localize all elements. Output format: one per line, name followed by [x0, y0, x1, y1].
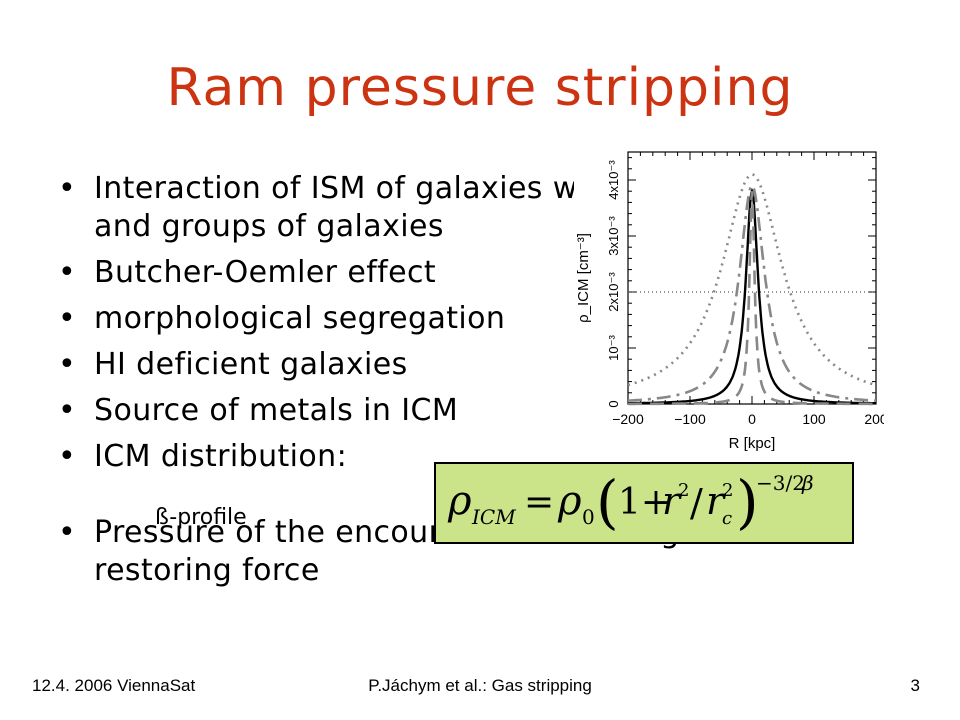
- x-tick-label: 0: [748, 411, 756, 427]
- svg-text:/: /: [690, 481, 703, 525]
- bullet-dot-icon: •: [58, 439, 77, 474]
- x-axis-label: R [kpc]: [729, 435, 776, 452]
- profile-curve-dotted: [627, 173, 877, 387]
- beta-profile-label: ß-profile: [155, 505, 247, 530]
- svg-text:(: (: [596, 468, 619, 536]
- bullet-item: • Source of metals in ICM: [58, 393, 459, 428]
- profile-curve-long-dash: [628, 191, 876, 406]
- bullet-list: • Interaction of ISM of galaxies with ICM…: [58, 170, 918, 598]
- bullet-dot-icon: •: [58, 255, 77, 290]
- y-tick-label: 10⁻³: [606, 335, 621, 361]
- svg-text:ρ: ρ: [557, 478, 582, 524]
- svg-text:2: 2: [722, 480, 733, 501]
- profile-curve-solid: [628, 187, 876, 405]
- slide-title: Ram pressure stripping: [166, 58, 794, 118]
- svg-text:=: =: [524, 482, 554, 523]
- svg-text:r: r: [706, 479, 727, 523]
- density-profile-plot: −200 −100 0 100 200 0 10⁻³ 2x10⁻³ 3x10⁻³ 4x10⁻³ R …: [574, 146, 888, 458]
- y-axis-label: ρ_ICM [cm⁻³]: [575, 233, 592, 323]
- footer-author: P.Jáchym et al.: Gas stripping: [368, 676, 592, 695]
- y-tick-label: 4x10⁻³: [606, 160, 621, 200]
- y-tick-label: 3x10⁻³: [606, 216, 621, 256]
- svg-text:1+: 1+: [618, 482, 671, 523]
- svg-text:): ): [736, 468, 759, 536]
- bullet-dot-icon: •: [58, 347, 77, 382]
- beta-model-formula: ρ ICM = ρ 0 ( 1+ r 2 / r c 2 ) −3/2 β: [447, 468, 814, 536]
- x-tick-label: −100: [674, 411, 706, 427]
- footer-page-number: 3: [910, 676, 920, 695]
- svg-text:ICM: ICM: [471, 505, 516, 529]
- x-tick-label: 200: [864, 411, 884, 427]
- y-tick-label: 0: [606, 400, 621, 407]
- bullet-item: • HI deficient galaxies: [58, 347, 408, 382]
- x-tick-label: 100: [802, 411, 826, 427]
- profile-curve-dash-dot: [628, 184, 876, 402]
- svg-text:2: 2: [678, 480, 689, 501]
- footer-date: 12.4. 2006 ViennaSat: [32, 676, 196, 695]
- bullet-item: • ICM distribution:: [58, 439, 348, 474]
- svg-text:−3/2: −3/2: [756, 471, 805, 495]
- svg-text:r: r: [662, 479, 683, 523]
- bullet-dot-icon: •: [58, 393, 77, 428]
- bullet-dot-icon: •: [58, 301, 77, 336]
- svg-text:ρ: ρ: [447, 478, 472, 524]
- x-tick-label: −200: [612, 411, 644, 427]
- svg-text:β: β: [801, 471, 814, 495]
- y-tick-label: 2x10⁻³: [606, 272, 621, 312]
- bullet-dot-icon: •: [58, 171, 77, 206]
- beta-model-formula-box: ρ ICM = ρ 0 ( 1+ r 2 / r c 2 ) −3/2 β: [434, 462, 854, 544]
- density-profile-chart: −200 −100 0 100 200 0 10⁻³ 2x10⁻³ 3x10⁻³ 4x10⁻³ R …: [575, 151, 888, 452]
- svg-text:c: c: [722, 508, 732, 529]
- bullet-item: • Butcher-Oemler effect: [58, 255, 437, 290]
- svg-text:0: 0: [582, 505, 595, 529]
- bullet-item: • morphological segregation: [58, 301, 506, 336]
- bullet-dot-icon: •: [58, 515, 77, 550]
